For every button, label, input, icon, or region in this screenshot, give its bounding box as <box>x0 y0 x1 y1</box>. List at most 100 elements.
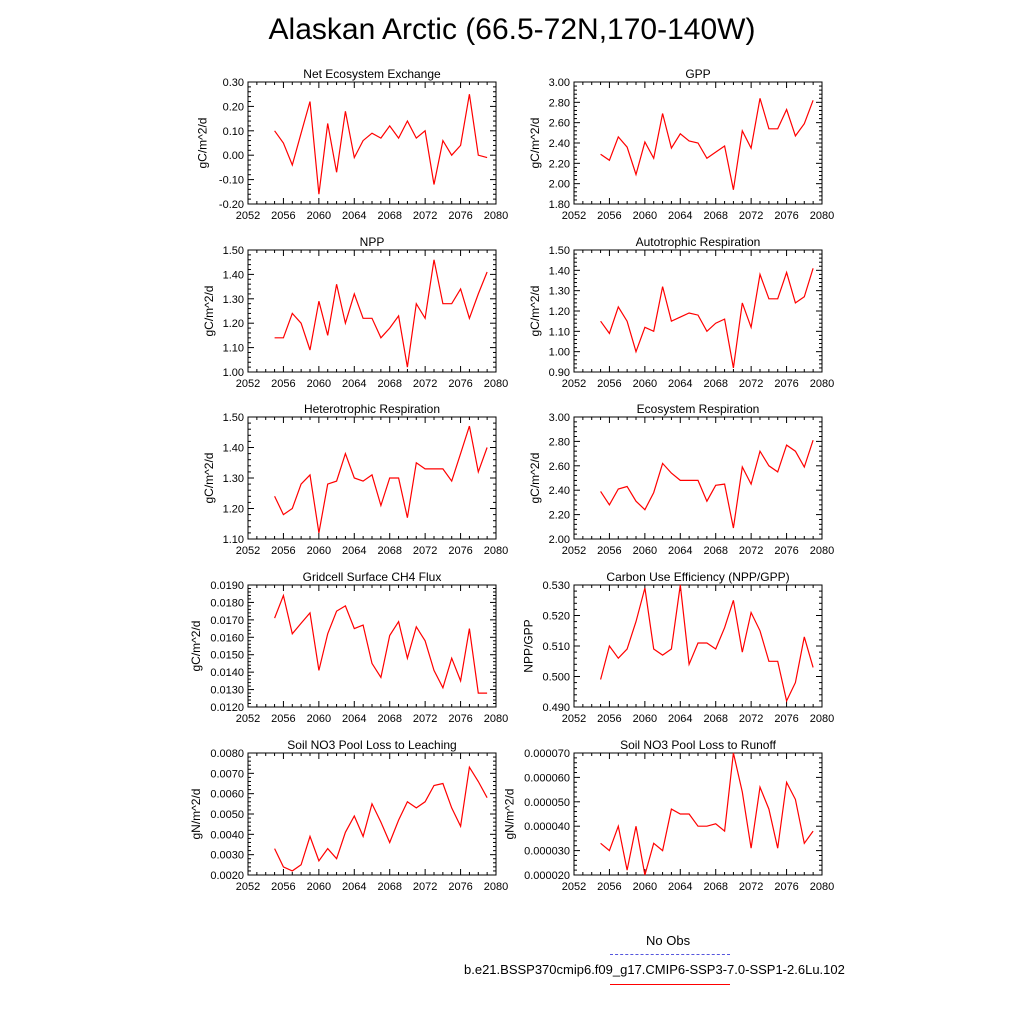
x-tick-label: 2080 <box>484 881 508 893</box>
x-tick-label: 2080 <box>810 210 834 222</box>
series-line <box>274 259 488 368</box>
x-tick-label: 2080 <box>484 545 508 557</box>
chart-panel: Ecosystem Respiration 2.00 2.20 2.40 2.60 2.8… <box>528 402 834 557</box>
y-tick-label: -0.20 <box>219 199 244 211</box>
y-tick-label: 0.0190 <box>210 580 244 592</box>
x-tick-label: 2052 <box>236 713 260 725</box>
x-tick-label: 2076 <box>448 881 472 893</box>
y-tick-label: 2.00 <box>549 534 570 546</box>
series-line <box>274 593 488 694</box>
x-tick-label: 2052 <box>562 378 586 390</box>
x-tick-label: 2056 <box>597 545 621 557</box>
x-tick-label: 2072 <box>413 881 437 893</box>
y-tick-label: 1.20 <box>549 306 570 318</box>
x-tick-label: 2052 <box>236 881 260 893</box>
x-tick-label: 2064 <box>342 378 366 390</box>
x-tick-label: 2068 <box>377 545 401 557</box>
y-tick-label: 1.10 <box>223 343 244 355</box>
x-tick-label: 2076 <box>448 378 472 390</box>
plot-frame <box>247 752 497 876</box>
y-tick-label: 1.00 <box>549 347 570 359</box>
x-tick-label: 2052 <box>562 881 586 893</box>
y-tick-label: 0.0150 <box>210 650 244 662</box>
chart-title: Carbon Use Efficiency (NPP/GPP) <box>606 570 789 584</box>
y-tick-label: 1.80 <box>549 199 570 211</box>
x-tick-label: 2052 <box>562 713 586 725</box>
y-tick-label: 1.30 <box>223 294 244 306</box>
x-tick-label: 2068 <box>703 881 727 893</box>
chart-panel: Net Ecosystem Exchange -0.20 -0.10 0.00 0.10… <box>196 67 509 222</box>
x-tick-label: 2080 <box>810 545 834 557</box>
x-tick-label: 2060 <box>307 378 331 390</box>
x-tick-label: 2052 <box>236 378 260 390</box>
x-tick-label: 2060 <box>633 378 657 390</box>
y-axis-label: gC/m^2/d <box>189 621 203 672</box>
x-tick-label: 2056 <box>597 210 621 222</box>
y-tick-label: 1.40 <box>223 269 244 281</box>
x-tick-label: 2080 <box>484 378 508 390</box>
chart-panel: Heterotrophic Respiration 1.10 1.20 1.30 1.4… <box>202 402 508 557</box>
x-tick-label: 2056 <box>271 545 295 557</box>
x-tick-label: 2076 <box>448 210 472 222</box>
x-tick-label: 2056 <box>271 378 295 390</box>
y-axis-label: gC/m^2/d <box>528 453 542 504</box>
y-tick-label: 2.20 <box>549 158 570 170</box>
y-tick-label: 0.0120 <box>210 702 244 714</box>
y-tick-label: 0.0050 <box>210 809 244 821</box>
y-tick-label: 1.40 <box>223 443 244 455</box>
y-tick-label: 1.00 <box>223 367 244 379</box>
x-tick-label: 2064 <box>342 713 366 725</box>
y-tick-label: 1.30 <box>223 473 244 485</box>
chart-title: Gridcell Surface CH4 Flux <box>303 570 442 584</box>
x-tick-label: 2056 <box>271 210 295 222</box>
chart-panel: Gridcell Surface CH4 Flux 0.0120 0.0130 0.0… <box>189 570 508 725</box>
plot-frame <box>573 416 823 540</box>
x-tick-label: 2052 <box>236 545 260 557</box>
y-tick-label: 0.000050 <box>524 797 570 809</box>
y-tick-label: 0.0040 <box>210 829 244 841</box>
x-tick-label: 2052 <box>562 210 586 222</box>
y-tick-label: 2.60 <box>549 461 570 473</box>
series-line <box>600 268 814 369</box>
x-tick-label: 2068 <box>377 881 401 893</box>
chart-title: Soil NO3 Pool Loss to Runoff <box>620 738 777 752</box>
y-axis-label: gN/m^2/d <box>189 789 203 840</box>
x-tick-label: 2076 <box>448 545 472 557</box>
x-tick-label: 2056 <box>597 713 621 725</box>
y-tick-label: 0.490 <box>542 702 570 714</box>
y-tick-label: 0.000040 <box>524 821 570 833</box>
y-tick-label: 1.20 <box>223 504 244 516</box>
x-tick-label: 2076 <box>448 713 472 725</box>
y-tick-label: 0.000060 <box>524 772 570 784</box>
y-tick-label: 2.40 <box>549 485 570 497</box>
x-tick-label: 2068 <box>703 210 727 222</box>
x-tick-label: 2072 <box>739 881 763 893</box>
y-tick-label: 1.50 <box>549 245 570 257</box>
y-tick-label: 1.50 <box>223 245 244 257</box>
y-tick-label: 0.20 <box>223 101 244 113</box>
x-tick-label: 2060 <box>633 210 657 222</box>
series-line <box>600 440 814 529</box>
y-tick-label: 1.10 <box>223 534 244 546</box>
x-tick-label: 2064 <box>668 545 692 557</box>
y-tick-label: 2.20 <box>549 510 570 522</box>
series-line <box>274 765 488 872</box>
series-line <box>274 94 488 195</box>
plot-frame <box>247 416 497 540</box>
y-tick-label: 3.00 <box>549 77 570 89</box>
y-tick-label: 1.20 <box>223 318 244 330</box>
x-tick-label: 2056 <box>271 881 295 893</box>
y-tick-label: 2.80 <box>549 436 570 448</box>
x-tick-label: 2072 <box>739 713 763 725</box>
y-axis-label: gC/m^2/d <box>202 286 216 337</box>
y-axis-label: gC/m^2/d <box>528 118 542 169</box>
y-tick-label: 0.0130 <box>210 685 244 697</box>
chart-title: Net Ecosystem Exchange <box>303 67 441 81</box>
y-tick-label: 2.40 <box>549 138 570 150</box>
y-axis-label: gC/m^2/d <box>528 286 542 337</box>
plot-frame <box>247 249 497 373</box>
y-tick-label: 0.30 <box>223 77 244 89</box>
chart-title: Autotrophic Respiration <box>636 235 761 249</box>
x-tick-label: 2072 <box>739 210 763 222</box>
